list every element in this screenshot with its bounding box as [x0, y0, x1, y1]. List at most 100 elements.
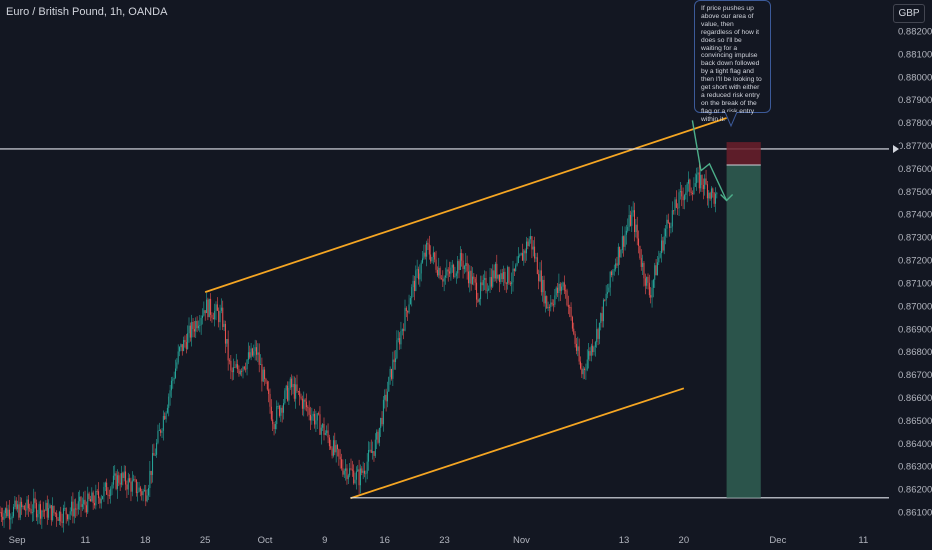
- candle-body: [268, 389, 270, 395]
- candle-body: [246, 359, 248, 370]
- candle-body: [48, 508, 50, 518]
- candle-body: [396, 340, 398, 359]
- price-tick-label: 0.86300: [898, 462, 932, 473]
- candle-body: [211, 314, 213, 318]
- candle-body: [0, 512, 1, 513]
- candle-body: [505, 282, 507, 284]
- candle-body: [472, 276, 473, 285]
- candle-body: [642, 262, 644, 267]
- candle-body: [330, 446, 332, 449]
- drawing-overlays: [0, 117, 889, 500]
- candle-body: [520, 253, 522, 256]
- stop-loss-zone: [726, 142, 761, 165]
- candle-body: [96, 490, 98, 492]
- candle-body: [532, 246, 534, 250]
- candle-body: [179, 347, 181, 352]
- candle-body: [677, 207, 679, 209]
- candle-body: [99, 498, 101, 504]
- candle-body: [15, 500, 17, 509]
- candle-body: [384, 394, 386, 400]
- candle-body: [528, 239, 530, 247]
- candle-body: [150, 470, 152, 475]
- candle-body: [523, 250, 525, 261]
- candle-body: [173, 377, 175, 380]
- candle-body: [458, 261, 460, 270]
- price-tick-label: 0.86100: [898, 508, 932, 519]
- candle-body: [314, 413, 316, 425]
- candle-body: [119, 482, 121, 485]
- time-tick-label: 11: [858, 535, 868, 546]
- candle-body: [365, 473, 367, 475]
- candle-body: [446, 269, 448, 276]
- candle-body: [156, 442, 158, 455]
- candle-body: [168, 396, 170, 408]
- price-axis[interactable]: 0.88200 0.88100 0.88000 0.87900 0.87800 0.877…: [892, 27, 932, 519]
- candle-body: [26, 499, 28, 511]
- candle-body: [253, 351, 255, 356]
- candle-body: [596, 329, 598, 343]
- candle-body: [665, 228, 667, 237]
- candle-body: [304, 399, 306, 402]
- candle-body: [493, 270, 495, 279]
- candle-body: [277, 406, 279, 407]
- candle-body: [193, 329, 195, 332]
- candle-body: [104, 482, 106, 487]
- time-tick-label: 18: [140, 535, 151, 546]
- candle-body: [412, 280, 414, 288]
- candle-body: [164, 415, 166, 420]
- symbol-title[interactable]: Euro / British Pound, 1h, OANDA: [6, 6, 168, 18]
- candle-body: [235, 364, 237, 368]
- candle-body: [276, 406, 278, 425]
- candle-body: [293, 383, 295, 399]
- candle-body: [629, 215, 631, 226]
- candle-body: [561, 286, 563, 291]
- candle-body: [355, 471, 357, 480]
- candle-body: [192, 321, 194, 330]
- candle-body: [316, 413, 318, 421]
- candle-body: [450, 267, 452, 274]
- candle-body: [197, 325, 199, 329]
- candle-body: [669, 223, 671, 228]
- candle-body: [49, 505, 51, 509]
- candle-body: [674, 199, 676, 211]
- candle-body: [369, 449, 371, 451]
- currency-badge[interactable]: GBP: [893, 4, 925, 23]
- candle-body: [585, 369, 587, 371]
- candle-body: [712, 188, 714, 193]
- candle-body: [404, 307, 406, 331]
- candle-body: [342, 468, 344, 475]
- candle-body: [423, 252, 425, 259]
- candle-body: [266, 381, 268, 390]
- candle-body: [399, 338, 401, 345]
- candle-body: [13, 506, 14, 517]
- candle-body: [372, 451, 374, 453]
- trade-idea-callout[interactable]: If price pushes up above our area of val…: [694, 0, 771, 123]
- candle-body: [474, 278, 476, 283]
- candle-body: [424, 252, 426, 257]
- candle-body: [558, 283, 560, 294]
- candle-body: [346, 468, 348, 480]
- candle-body: [100, 498, 102, 504]
- candle-body: [160, 430, 162, 433]
- candle-body: [494, 263, 496, 279]
- candle-body: [524, 250, 526, 254]
- candle-body: [431, 256, 433, 262]
- candle-body: [461, 252, 463, 261]
- candle-body: [588, 351, 590, 360]
- candle-body: [449, 271, 451, 274]
- candle-body: [301, 398, 303, 409]
- candle-body: [405, 307, 407, 311]
- candle-body: [130, 481, 132, 492]
- candle-body: [554, 295, 556, 305]
- candle-body: [447, 269, 449, 272]
- candle-body: [230, 360, 232, 371]
- candle-body: [106, 482, 108, 495]
- time-axis[interactable]: Sep 11 18 25 Oct 9 16 23 Nov 13 20 Dec 11: [9, 535, 869, 546]
- candle-body: [547, 306, 549, 309]
- candle-body: [651, 287, 653, 298]
- candle-body: [115, 473, 117, 489]
- candle-body: [332, 440, 334, 456]
- candle-body: [501, 273, 503, 280]
- candle-body: [469, 270, 471, 284]
